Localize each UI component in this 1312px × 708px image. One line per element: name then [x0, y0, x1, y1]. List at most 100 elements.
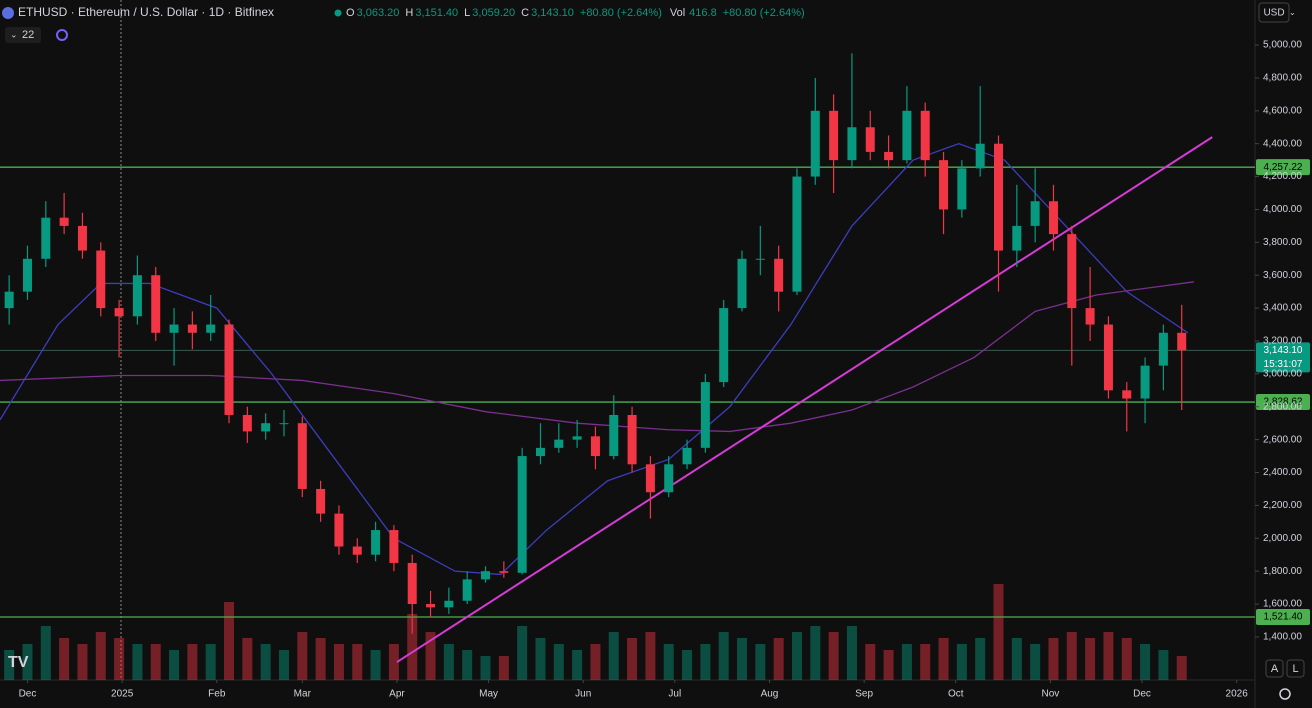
level-tag	[1256, 394, 1310, 411]
candle-body	[114, 308, 124, 317]
x-tick-label: Mar	[294, 689, 312, 700]
volume-bar	[352, 644, 363, 680]
volume-bar	[114, 638, 125, 680]
y-tick-label: 4,400.00	[1263, 138, 1302, 149]
x-tick-label: Sep	[855, 689, 873, 700]
volume-bar	[1030, 644, 1041, 680]
candle-body	[627, 414, 637, 465]
x-tick-label: Jul	[668, 689, 681, 700]
candle-body	[481, 571, 491, 580]
volume-bar	[132, 644, 143, 680]
indicator-toggle[interactable]	[5, 27, 41, 43]
volume-bar	[517, 626, 528, 680]
volume-bar	[278, 650, 289, 680]
y-tick-label: 3,600.00	[1263, 270, 1302, 281]
candle-body	[957, 168, 967, 210]
candle-body	[132, 275, 142, 317]
level-label: 2,828.62	[1264, 397, 1303, 408]
indicator-count: 22	[22, 29, 34, 41]
settings-icon[interactable]	[1279, 688, 1291, 700]
volume-bar	[956, 644, 967, 680]
y-tick-label: 2,400.00	[1263, 467, 1302, 478]
volume-bar	[224, 602, 235, 680]
volume-label: Vol	[670, 7, 685, 19]
candle-body	[664, 464, 674, 493]
candle-body	[41, 217, 51, 259]
candle-body	[1030, 201, 1040, 226]
volume-bar	[333, 644, 344, 680]
candle-body	[572, 436, 582, 440]
ohlc-value: 3,151.40	[415, 7, 458, 19]
volume-bar	[370, 650, 381, 680]
candle-body	[847, 127, 857, 161]
symbol-icon	[2, 7, 14, 19]
y-tick-label: 4,000.00	[1263, 204, 1302, 215]
currency: USD	[1263, 8, 1284, 19]
indicator-icon[interactable]	[56, 29, 68, 41]
volume-bar	[187, 644, 198, 680]
candle-body	[261, 423, 271, 432]
y-tick-label: 1,400.00	[1263, 632, 1302, 643]
ohlc-value: 3,063.20	[357, 7, 400, 19]
volume-bar	[95, 632, 106, 680]
change: +80.80 (+2.64%)	[580, 7, 662, 19]
volume-bar	[1140, 644, 1151, 680]
candle-body	[151, 275, 161, 333]
candle-body	[1177, 332, 1187, 351]
candle-body	[535, 447, 545, 457]
y-tick-label: 3,400.00	[1263, 303, 1302, 314]
symbol[interactable]: ETHUSD · Ethereum / U.S. Dollar · 1D · B…	[18, 5, 274, 19]
volume-bar	[22, 644, 33, 680]
x-tick-label: Aug	[761, 689, 779, 700]
level-label: 4,257.22	[1264, 162, 1303, 173]
candle-body	[316, 488, 326, 514]
x-tick-label: Oct	[948, 689, 964, 700]
candle-body	[279, 423, 289, 425]
y-tick-label: 1,600.00	[1263, 599, 1302, 610]
volume-bar	[1085, 638, 1096, 680]
candle-body	[22, 258, 32, 292]
ohlc-value: 3,143.10	[531, 7, 574, 19]
currency-button[interactable]	[1258, 2, 1290, 23]
candle-body	[1122, 390, 1132, 399]
candle-body	[242, 414, 252, 432]
candle-body	[829, 110, 839, 161]
candle-body	[645, 464, 655, 493]
volume-bar	[700, 644, 711, 680]
auto-button[interactable]	[1265, 659, 1284, 678]
candle-body	[792, 176, 802, 292]
volume-bar	[205, 644, 216, 680]
candle-body	[939, 160, 949, 210]
ohlc-key: C	[521, 7, 529, 19]
candle-body	[499, 571, 509, 573]
volume-bar	[443, 644, 454, 680]
volume-bar	[938, 638, 949, 680]
x-tick-label: Apr	[389, 689, 405, 700]
volume-bar	[388, 644, 399, 680]
volume-bar	[846, 626, 857, 680]
candle-body	[59, 217, 69, 226]
candle-body	[975, 143, 985, 169]
volume-bar	[462, 650, 473, 680]
chevron: ⌄	[1289, 8, 1296, 17]
volume-bar	[4, 650, 15, 680]
volume-bar	[627, 638, 638, 680]
volume-bar	[407, 614, 418, 680]
volume-bar	[590, 644, 601, 680]
y-tick-label: 2,200.00	[1263, 500, 1302, 511]
volume-bar	[682, 650, 693, 680]
volume-bar	[1103, 632, 1114, 680]
x-tick-label: 2025	[111, 689, 134, 700]
level-tag	[1256, 608, 1310, 625]
candle-body	[774, 258, 784, 292]
log-button[interactable]	[1286, 659, 1305, 678]
volume-bar	[1121, 638, 1132, 680]
candle-body	[187, 324, 197, 333]
volume-bar	[77, 644, 88, 680]
logo: TV	[8, 654, 29, 671]
volume-bar	[608, 632, 619, 680]
y-tick-label: 2,000.00	[1263, 533, 1302, 544]
volume-bar	[572, 650, 583, 680]
y-tick-label: 4,800.00	[1263, 73, 1302, 84]
